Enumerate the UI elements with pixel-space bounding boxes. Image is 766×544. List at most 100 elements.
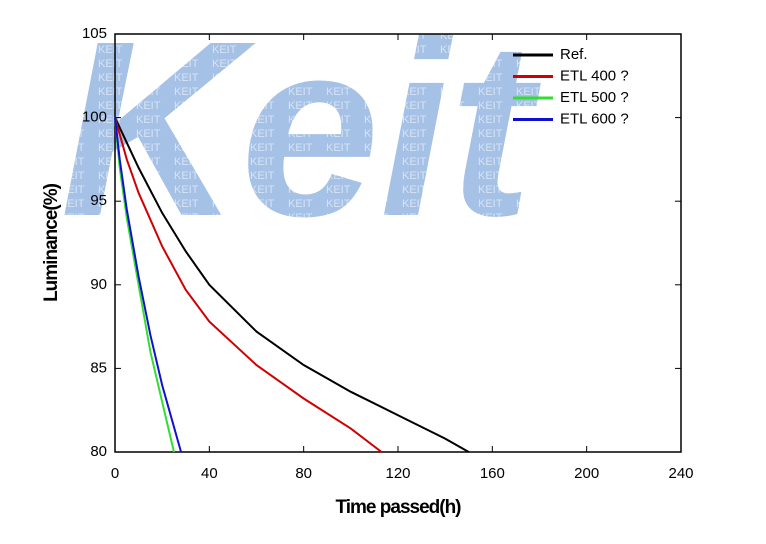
watermark-tile: KEIT <box>592 198 617 210</box>
watermark-tile: KEIT <box>98 16 123 28</box>
watermark-tile: KEIT <box>440 100 465 112</box>
watermark-tile: KEIT <box>440 44 465 56</box>
watermark-tile: KEIT <box>212 142 237 154</box>
watermark-tile: KEIT <box>364 156 389 168</box>
watermark-tile: KEIT <box>592 142 617 154</box>
x-tick-label: 240 <box>668 465 693 482</box>
watermark-tile: KEIT <box>478 2 503 14</box>
watermark-tile: KEIT <box>630 142 655 154</box>
watermark-tile: KEIT <box>440 2 465 14</box>
watermark-tile: KEIT <box>288 128 313 140</box>
watermark-tile: KEIT <box>212 198 237 210</box>
legend-label: Ref. <box>560 46 588 63</box>
watermark-tile: KEIT <box>478 212 503 224</box>
watermark-tile: KEIT <box>136 2 161 14</box>
watermark-tile: KEIT <box>250 198 275 210</box>
watermark-tile: KEIT <box>60 212 85 224</box>
watermark-tile: KEIT <box>212 44 237 56</box>
watermark-tile: KEIT <box>174 128 199 140</box>
watermark-tile: KEIT <box>630 44 655 56</box>
watermark-tile: KEIT <box>288 100 313 112</box>
watermark-tile: KEIT <box>288 2 313 14</box>
watermark-tile: KEIT <box>402 170 427 182</box>
watermark-tile: KEIT <box>98 44 123 56</box>
watermark-tile: KEIT <box>554 128 579 140</box>
watermark-tile: KEIT <box>364 212 389 224</box>
watermark-tile: KEIT <box>516 198 541 210</box>
watermark-tile: KEIT <box>326 114 351 126</box>
watermark-tile: KEIT <box>212 156 237 168</box>
watermark-tile: KEIT <box>478 156 503 168</box>
watermark-tile: KEIT <box>402 198 427 210</box>
watermark-tile: KEIT <box>440 128 465 140</box>
watermark-tile: KEIT <box>364 58 389 70</box>
watermark-tile: KEIT <box>630 16 655 28</box>
watermark-tile: KEIT <box>212 58 237 70</box>
watermark-tile: KEIT <box>554 44 579 56</box>
watermark-tile: KEIT <box>592 72 617 84</box>
watermark-tile: KEIT <box>250 58 275 70</box>
watermark-tile: KEIT <box>402 156 427 168</box>
watermark-tile: KEIT <box>592 2 617 14</box>
watermark-tile: KEIT <box>478 72 503 84</box>
watermark-tile: KEIT <box>136 212 161 224</box>
watermark-tile: KEIT <box>174 212 199 224</box>
watermark-tile: KEIT <box>98 212 123 224</box>
watermark-tile: KEIT <box>630 170 655 182</box>
watermark-tile: KEIT <box>174 100 199 112</box>
watermark-tile: KEIT <box>326 86 351 98</box>
watermark-tile: KEIT <box>136 142 161 154</box>
watermark-tile: KEIT <box>630 72 655 84</box>
watermark-tile: KEIT <box>98 86 123 98</box>
watermark-tile: KEIT <box>98 72 123 84</box>
watermark-tile: KEIT <box>174 114 199 126</box>
watermark-tile: KEIT <box>136 100 161 112</box>
watermark-tile: KEIT <box>554 16 579 28</box>
watermark-tile: KEIT <box>250 2 275 14</box>
y-axis-title: Luminance(%) <box>41 183 62 302</box>
watermark-tile: KEIT <box>364 170 389 182</box>
watermark-tile: KEIT <box>174 30 199 42</box>
watermark-tile: KEIT <box>440 114 465 126</box>
watermark-tile: KEIT <box>174 44 199 56</box>
watermark-tile: KEIT <box>516 128 541 140</box>
watermark-tile: KEIT <box>364 114 389 126</box>
watermark-tile: KEIT <box>630 212 655 224</box>
series-line <box>114 117 470 453</box>
watermark-tile: KEIT <box>402 16 427 28</box>
watermark-tile: KEIT <box>212 128 237 140</box>
watermark-tile: KEIT <box>250 72 275 84</box>
watermark-tile: KEIT <box>478 128 503 140</box>
watermark-tile: KEIT <box>554 184 579 196</box>
watermark-tile: KEIT <box>402 114 427 126</box>
watermark-tile: KEIT <box>136 72 161 84</box>
watermark-tile: KEIT <box>592 156 617 168</box>
watermark-tile: KEIT <box>630 198 655 210</box>
x-tick-label: 160 <box>480 465 505 482</box>
watermark-tile: KEIT <box>478 16 503 28</box>
watermark-tile: KEIT <box>554 2 579 14</box>
watermark-tile: KEIT <box>326 44 351 56</box>
watermark-tile: KEIT <box>364 100 389 112</box>
watermark-tile: KEIT <box>136 30 161 42</box>
watermark-tile: KEIT <box>250 100 275 112</box>
watermark-tile: KEIT <box>60 2 85 14</box>
watermark-tile: KEIT <box>98 184 123 196</box>
watermark-tile: KEIT <box>592 170 617 182</box>
watermark-tile: KEIT <box>326 198 351 210</box>
watermark-tile: KEIT <box>250 156 275 168</box>
watermark-tile: KEIT <box>364 142 389 154</box>
watermark-tile: KEIT <box>478 30 503 42</box>
watermark-tile: KEIT <box>136 44 161 56</box>
watermark-tile: KEIT <box>592 184 617 196</box>
watermark-tile: KEIT <box>288 86 313 98</box>
watermark-tile: KEIT <box>554 30 579 42</box>
watermark-tile: KEIT <box>136 128 161 140</box>
watermark-tile: KEIT <box>592 212 617 224</box>
watermark-tile: KEIT <box>250 16 275 28</box>
watermark-tile: KEIT <box>288 156 313 168</box>
watermark-tile: KEIT <box>250 86 275 98</box>
y-tick-label: 95 <box>90 192 107 209</box>
watermark-tile: KEIT <box>60 44 85 56</box>
